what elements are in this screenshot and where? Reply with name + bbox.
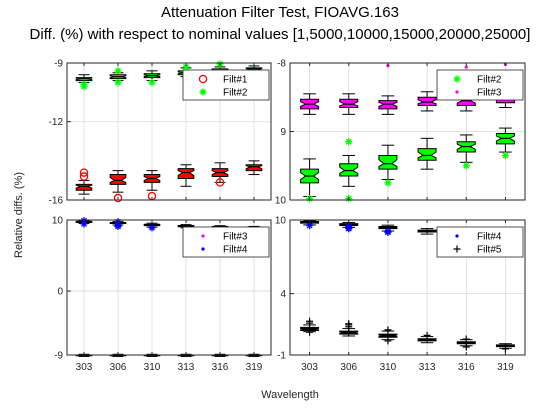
outlier-marker [423,331,431,339]
legend-marker [201,234,205,238]
outlier-marker [306,317,314,325]
outlier-marker [80,80,88,89]
y-tick-label: -12 [49,117,64,128]
outlier-marker [384,228,392,236]
outlier-marker [114,67,122,75]
outlier-marker [345,320,353,328]
legend-label: Filt#3 [477,88,502,99]
outlier-marker [345,223,353,231]
legend-marker [198,74,208,84]
outlier-marker [462,335,470,343]
y-tick-label: 9 [280,127,286,138]
outlier-marker [345,138,353,146]
x-tick-label: 303 [301,362,318,373]
outlier-marker [113,193,123,203]
y-tick-label: -16 [49,196,64,207]
legend-marker [453,245,461,253]
legend-box [182,226,270,258]
outlier-marker [384,179,392,187]
outlier-marker [182,63,190,71]
legend-box [436,226,524,258]
chart-panel-bottom-right: -1 4 10 303 306 310 313 316 319 Filt#4 Filt#5 [275,216,526,373]
legend-label: Filt#4 [223,245,248,256]
y-tick-label: -9 [54,351,63,362]
x-tick-label: 316 [212,362,229,373]
chart-subtitle: Diff. (%) with respect to nominal values… [29,26,531,43]
x-tick-label: 306 [340,362,357,373]
x-tick-label: 313 [178,362,195,373]
legend-marker [455,234,459,238]
y-tick-label: 10 [275,196,287,207]
legend-marker [201,247,205,251]
y-tick-label: -9 [54,59,63,70]
outlier-marker [306,328,314,336]
outlier-marker [79,172,89,181]
outlier-marker [384,326,392,334]
legend-box [436,69,524,101]
box-Filt#3 [378,100,398,110]
legend-marker [453,75,461,83]
x-tick-label: 319 [497,362,514,373]
box-Filt#3 [339,98,359,109]
box-Filt#1 [245,164,263,172]
outlier-marker [79,168,89,177]
chart-title: Attenuation Filter Test, FIOAVG.163 [161,4,399,21]
legend-box [182,69,270,101]
box-Filt#3 [417,96,437,106]
outlier-marker [462,162,470,170]
axes-frame [66,62,272,201]
outlier-marker [114,222,122,230]
x-axis-label: Wavelength [261,389,319,401]
chart-panel-top-right: 10 9 -8 Filt#2 Filt#3 [275,59,526,207]
outlier-marker [148,224,156,232]
chart-panel-top-left: -16 -12 -9 Filt#1 Filt#2 [49,59,272,207]
y-tick-label: 10 [52,216,64,227]
box-Filt#2 [339,163,359,177]
legend-label: Filt#3 [223,232,248,243]
outlier-marker [215,178,225,187]
box-Filt#2 [417,148,437,161]
legend-label: Filt#4 [477,232,502,243]
chart-panel-bottom-left: -9 0 10 303 306 310 313 316 319 Filt#3 Filt#4 [52,216,272,373]
legend-label: Filt#1 [223,75,248,86]
y-tick-label: -1 [277,351,286,362]
legend-marker [199,88,207,96]
legend-label: Filt#5 [477,245,502,256]
axes-frame [289,219,526,356]
legend-marker [455,90,459,94]
outlier-marker [305,221,314,230]
legend-label: Filt#2 [223,88,248,99]
box-Filt#1 [75,183,93,191]
x-tick-label: 310 [144,362,161,373]
y-tick-label: 10 [275,216,287,227]
box-Filt#1 [109,174,127,185]
box-Filt#2 [378,154,398,170]
box-Filt#1 [177,168,195,179]
x-tick-label: 310 [380,362,397,373]
x-tick-label: 316 [458,362,475,373]
y-tick-label: -8 [277,59,286,70]
x-tick-label: 303 [76,362,93,373]
y-tick-label: 0 [57,287,63,298]
x-tick-label: 319 [246,362,263,373]
outlier-marker [384,337,392,345]
y-axis-label: Relative diffs. (%) [13,172,25,258]
outlier-marker [114,78,122,87]
outlier-marker [501,151,510,160]
outlier-marker [148,78,156,87]
outlier-marker [462,343,470,351]
axes-frame [66,219,272,356]
outlier-marker [501,345,509,353]
legend-label: Filt#2 [477,75,502,86]
y-tick-label: 4 [280,289,286,300]
x-tick-label: 313 [419,362,436,373]
outlier-marker [464,65,468,69]
x-tick-label: 306 [110,362,127,373]
